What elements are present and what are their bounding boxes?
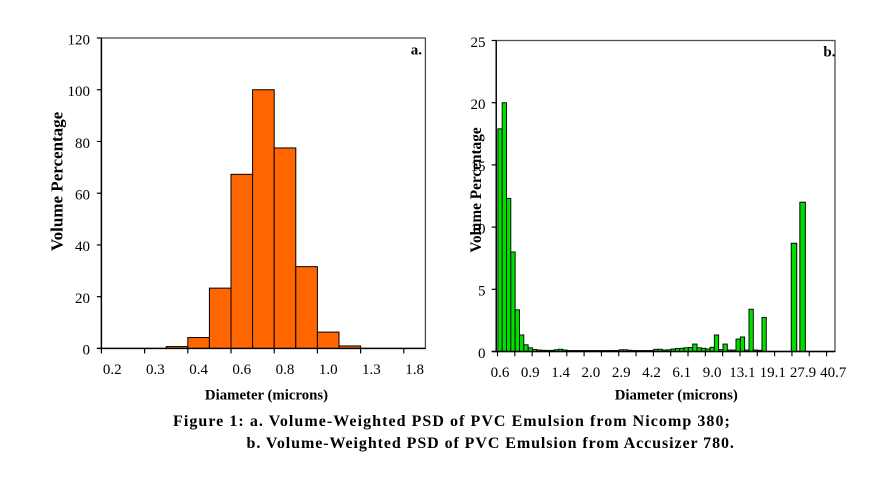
svg-text:25: 25 [471,35,486,51]
svg-text:0.4: 0.4 [189,362,208,378]
svg-text:27.9: 27.9 [790,365,816,381]
svg-text:10: 10 [471,221,486,237]
svg-text:15: 15 [471,159,486,175]
svg-text:6.1: 6.1 [672,365,691,381]
svg-text:0: 0 [83,343,91,359]
svg-text:2.9: 2.9 [612,365,631,381]
svg-text:Diameter (microns): Diameter (microns) [615,388,738,404]
svg-text:1.0: 1.0 [319,362,338,378]
svg-text:1.4: 1.4 [551,365,570,381]
svg-text:4.2: 4.2 [642,365,661,381]
svg-text:80: 80 [75,136,90,152]
svg-text:40.7: 40.7 [820,365,847,381]
svg-text:0.6: 0.6 [491,365,510,381]
svg-text:0.3: 0.3 [146,362,165,378]
svg-text:0.2: 0.2 [103,362,122,378]
svg-text:0.6: 0.6 [232,362,251,378]
svg-text:a.: a. [411,43,423,59]
svg-text:100: 100 [68,84,91,100]
svg-text:60: 60 [75,188,90,204]
svg-text:b.: b. [823,45,835,61]
svg-text:0.8: 0.8 [276,362,295,378]
svg-text:b. Volume-Weighted PSD of PVC: b. Volume-Weighted PSD of PVC Emulsion f… [247,435,735,452]
svg-text:Volume Percentage: Volume Percentage [468,127,485,253]
svg-text:5: 5 [478,284,486,300]
svg-text:Figure 1: a. Volume-Weighted P: Figure 1: a. Volume-Weighted PSD of PVC … [173,413,731,430]
svg-text:13.1: 13.1 [729,365,755,381]
svg-text:Diameter (microns): Diameter (microns) [205,388,328,404]
svg-text:Volume Percentage: Volume Percentage [48,111,67,251]
svg-text:20: 20 [471,97,486,113]
svg-text:2.0: 2.0 [582,365,601,381]
svg-text:1.8: 1.8 [405,362,424,378]
svg-text:19.1: 19.1 [760,365,786,381]
svg-text:0: 0 [478,346,486,362]
svg-text:9.0: 9.0 [703,365,722,381]
svg-text:40: 40 [75,239,90,255]
svg-text:20: 20 [75,291,90,307]
svg-text:120: 120 [68,32,91,48]
svg-text:1.3: 1.3 [362,362,381,378]
svg-text:0.9: 0.9 [521,365,540,381]
